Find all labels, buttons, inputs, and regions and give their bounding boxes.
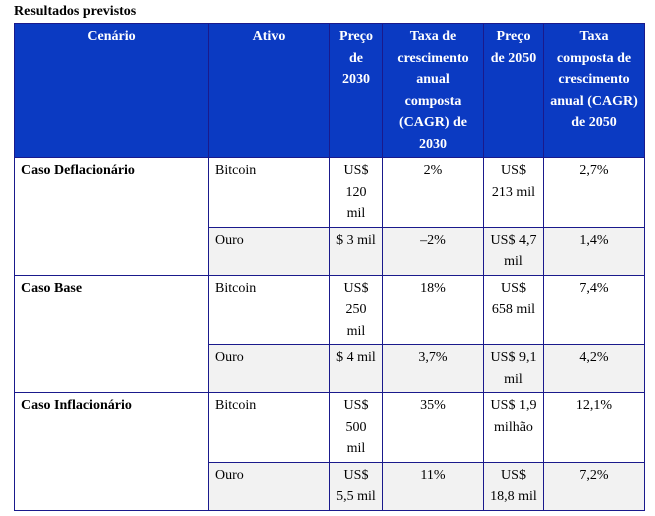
cagr-2050-cell: 1,4%	[543, 226, 645, 276]
cagr-2030-cell: 35%	[382, 392, 484, 463]
header-cagr-2050: Taxa composta de crescimento anual (CAGR…	[543, 23, 645, 158]
cagr-2050-cell: 4,2%	[543, 344, 645, 393]
price-2050-cell: US$ 9,1 mil	[483, 344, 544, 393]
asset-cell: Ouro	[208, 226, 330, 276]
cagr-2030-cell: 18%	[382, 274, 484, 345]
scenario-label-deflationary: Caso Deflacionário	[14, 157, 209, 276]
scenario-label-inflationary: Caso Inflacionário	[14, 392, 209, 511]
header-price-2050: Preço de 2050	[483, 23, 544, 158]
table-row: Caso Deflacionário Bitcoin US$ 120 mil 2…	[14, 157, 645, 276]
asset-cell: Bitcoin	[208, 274, 330, 345]
table-row: Ouro $ 3 mil –2% US$ 4,7 mil 1,4%	[15, 226, 645, 276]
cagr-2030-cell: –2%	[382, 226, 484, 276]
price-2030-cell: US$ 500 mil	[329, 392, 383, 463]
header-row: Cenário Ativo Preço de 2030 Taxa de cres…	[14, 23, 645, 158]
table-caption: Resultados previstos	[14, 4, 137, 19]
table-row: Caso Base Bitcoin US$ 250 mil 18% US$ 65…	[14, 274, 645, 393]
price-2050-cell: US$ 4,7 mil	[483, 226, 544, 276]
cagr-2030-cell: 2%	[382, 157, 484, 228]
price-2030-cell: US$ 250 mil	[329, 274, 383, 345]
price-2050-cell: US$ 658 mil	[483, 274, 544, 345]
price-2030-cell: US$ 5,5 mil	[329, 461, 383, 511]
header-asset: Ativo	[208, 23, 330, 158]
results-table: Cenário Ativo Preço de 2030 Taxa de cres…	[14, 23, 645, 511]
scenario-label-base: Caso Base	[14, 274, 209, 393]
asset-cell: Bitcoin	[208, 157, 330, 228]
cagr-2050-cell: 7,4%	[543, 274, 645, 345]
cagr-2050-cell: 7,2%	[543, 461, 645, 511]
price-2050-cell: US$ 1,9 milhão	[483, 392, 544, 463]
table-row: Ouro $ 4 mil 3,7% US$ 9,1 mil 4,2%	[15, 344, 645, 393]
cagr-2030-cell: 3,7%	[382, 344, 484, 393]
header-scenario: Cenário	[14, 23, 209, 158]
price-2030-cell: US$ 120 mil	[329, 157, 383, 228]
header-cagr-2030: Taxa de crescimento anual composta (CAGR…	[382, 23, 484, 158]
cagr-2050-cell: 2,7%	[543, 157, 645, 228]
table-row: Caso Inflacionário Bitcoin US$ 500 mil 3…	[14, 392, 645, 511]
table-row: Ouro US$ 5,5 mil 11% US$ 18,8 mil 7,2%	[15, 461, 645, 511]
price-2030-cell: $ 3 mil	[329, 226, 383, 276]
price-2050-cell: US$ 213 mil	[483, 157, 544, 228]
cagr-2050-cell: 12,1%	[543, 392, 645, 463]
asset-cell: Ouro	[208, 461, 330, 511]
header-price-2030: Preço de 2030	[329, 23, 383, 158]
asset-cell: Ouro	[208, 344, 330, 393]
price-2050-cell: US$ 18,8 mil	[483, 461, 544, 511]
asset-cell: Bitcoin	[208, 392, 330, 463]
cagr-2030-cell: 11%	[382, 461, 484, 511]
price-2030-cell: $ 4 mil	[329, 344, 383, 393]
